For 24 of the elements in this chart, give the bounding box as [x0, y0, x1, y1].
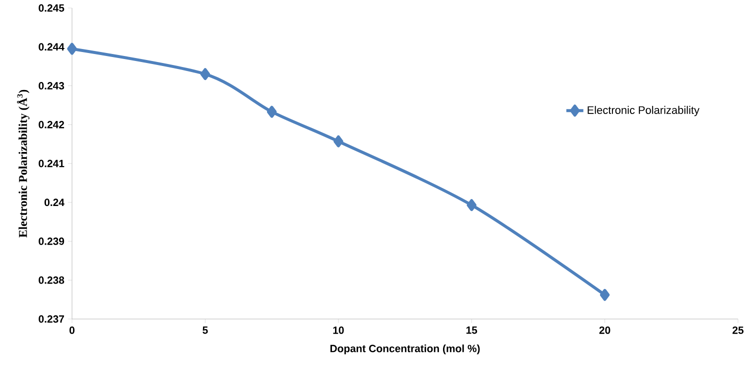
y-tick-label: 0.24 — [44, 198, 64, 206]
x-tick-label: 15 — [466, 326, 478, 334]
legend-label: Electronic Polarizability — [588, 106, 700, 116]
y-tick-label: 0.243 — [38, 82, 64, 90]
y-tick-label: 0.245 — [38, 4, 64, 12]
point — [266, 106, 277, 118]
x-tick-label: 25 — [732, 326, 744, 334]
x-tick-label: 5 — [202, 326, 208, 334]
y-tick-label: 0.244 — [38, 43, 64, 51]
x-tick-label: 0 — [69, 326, 74, 334]
y-tick-label: 0.237 — [38, 315, 64, 323]
point — [67, 42, 77, 55]
point — [600, 288, 610, 301]
point — [200, 68, 210, 80]
x-tick-label: 20 — [599, 326, 610, 334]
point — [466, 199, 476, 212]
y-tick-label: 0.242 — [38, 120, 64, 128]
y-tick-label: 0.239 — [38, 238, 64, 245]
point — [334, 135, 344, 148]
x-axis-title: Dopant Concentration (mol %) — [330, 344, 480, 354]
y-tick-label: 0.241 — [38, 160, 64, 168]
y-axis-title: Electronic Polarizability (Å$^{3}$) — [16, 90, 30, 238]
x-tick-label: 10 — [333, 326, 344, 334]
y-tick-label: 0.238 — [38, 276, 64, 284]
